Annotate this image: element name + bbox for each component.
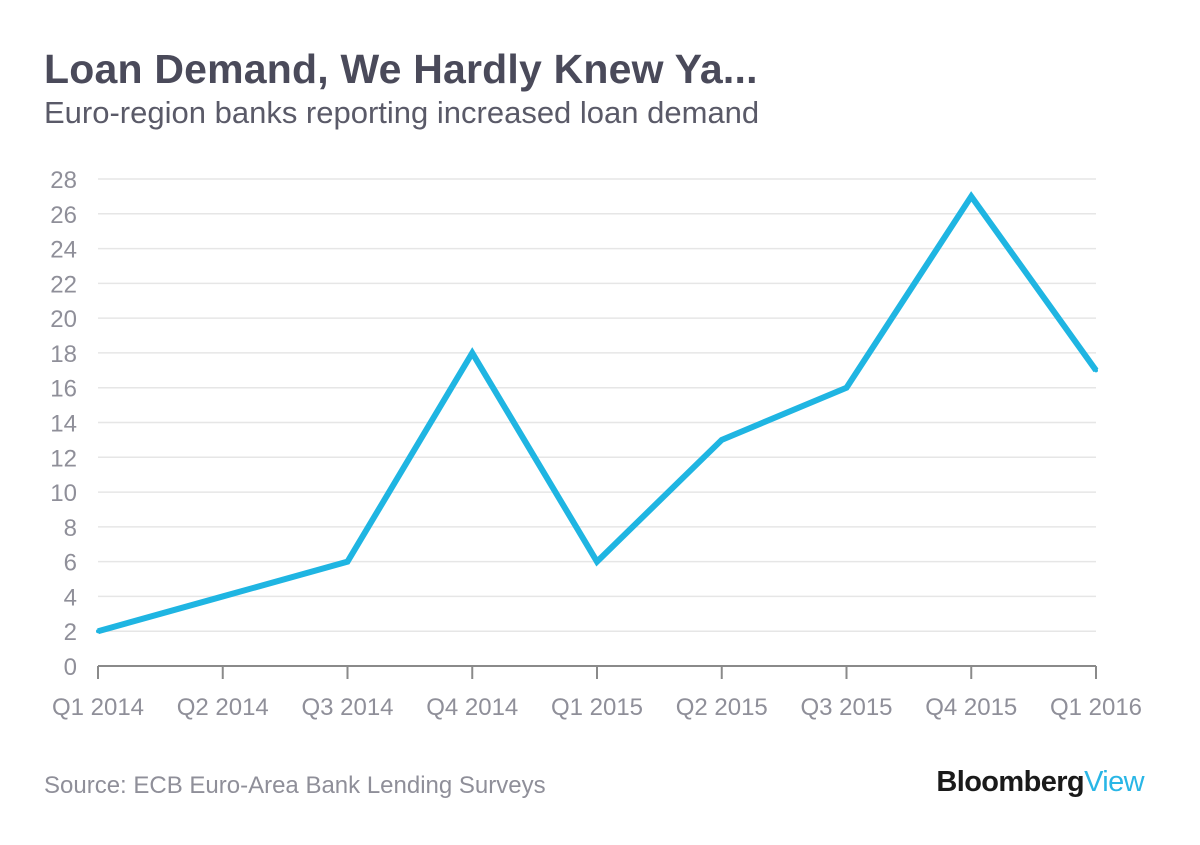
data-point-4 bbox=[595, 559, 599, 564]
x-tick-label-1: Q2 2014 bbox=[177, 694, 269, 721]
data-point-2 bbox=[345, 559, 350, 564]
y-tick-label-24: 24 bbox=[50, 237, 77, 264]
series-line-0 bbox=[97, 191, 1099, 635]
y-tick-label-4: 4 bbox=[64, 584, 77, 611]
brand-logo-part2: View bbox=[1084, 766, 1145, 798]
source-note: Source: ECB Euro-Area Bank Lending Surve… bbox=[44, 772, 546, 799]
y-tick-label-16: 16 bbox=[50, 376, 77, 403]
x-tick-label-5: Q2 2015 bbox=[676, 694, 768, 721]
y-tick-label-10: 10 bbox=[50, 480, 77, 507]
y-tick-label-2: 2 bbox=[64, 619, 77, 646]
chart-title: Loan Demand, We Hardly Knew Ya... bbox=[44, 46, 758, 92]
data-point-0 bbox=[96, 629, 100, 634]
y-tick-label-22: 22 bbox=[50, 271, 77, 298]
x-tick-label-6: Q3 2015 bbox=[800, 694, 892, 721]
x-tick-label-0: Q1 2014 bbox=[52, 694, 144, 721]
grid-lines bbox=[98, 178, 1096, 632]
brand-logo: BloombergView bbox=[936, 766, 1144, 799]
brand-logo-part1: Bloomberg bbox=[936, 766, 1085, 798]
y-tick-label-28: 28 bbox=[50, 167, 77, 194]
data-point-8 bbox=[1094, 368, 1098, 373]
x-tick-label-4: Q1 2015 bbox=[551, 694, 643, 721]
x-tick-label-3: Q4 2014 bbox=[426, 694, 518, 721]
y-tick-label-14: 14 bbox=[50, 411, 77, 438]
data-point-6 bbox=[844, 385, 849, 390]
y-tick-label-12: 12 bbox=[50, 445, 77, 472]
data-point-1 bbox=[220, 594, 225, 599]
x-axis: Q1 2014 Q2 2014 Q3 2014 Q4 2014 Q1 2015 Q2 20… bbox=[52, 665, 1142, 721]
data-point-7 bbox=[969, 194, 974, 199]
series-layer bbox=[96, 191, 1099, 635]
x-tick-label-8: Q1 2016 bbox=[1050, 694, 1142, 721]
chart-subtitle: Euro-region banks reporting increased lo… bbox=[44, 95, 760, 130]
data-point-5 bbox=[719, 437, 724, 442]
y-tick-label-6: 6 bbox=[64, 550, 77, 577]
y-tick-label-0: 0 bbox=[64, 654, 77, 681]
y-tick-label-8: 8 bbox=[64, 515, 77, 542]
x-tick-label-2: Q3 2014 bbox=[301, 694, 393, 721]
data-point-3 bbox=[470, 350, 475, 355]
x-tick-label-7: Q4 2015 bbox=[925, 694, 1017, 721]
y-tick-label-20: 20 bbox=[50, 306, 77, 333]
y-tick-label-26: 26 bbox=[50, 202, 77, 229]
y-tick-label-18: 18 bbox=[50, 341, 77, 368]
